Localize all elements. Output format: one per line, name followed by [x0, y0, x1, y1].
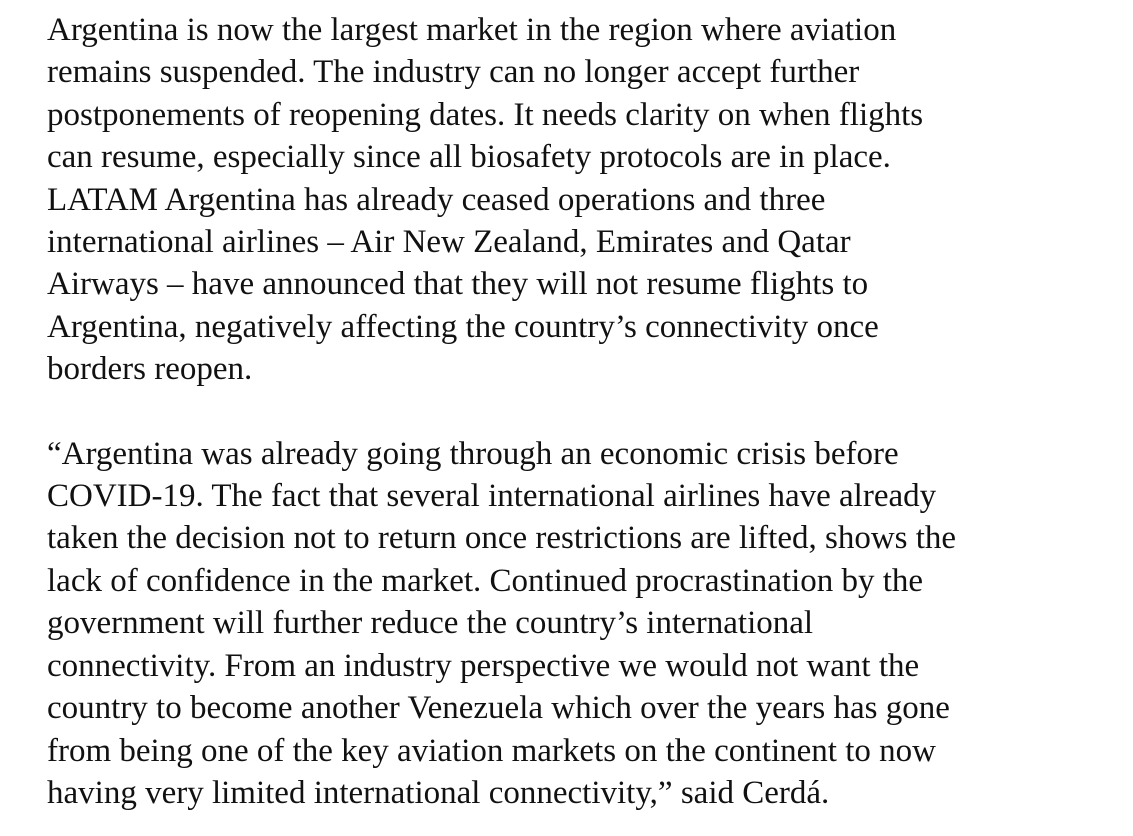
paragraph-cerda-quote: “Argentina was already going through an …	[47, 433, 1107, 815]
text-line: LATAM Argentina has already ceased opera…	[47, 181, 826, 218]
text-line: Argentina, negatively affecting the coun…	[47, 308, 879, 345]
text-line: Airways – have announced that they will …	[47, 266, 869, 303]
text-line: remains suspended. The industry can no l…	[47, 54, 860, 91]
text-line: can resume, especially since all biosafe…	[47, 139, 891, 176]
text-line: connectivity. From an industry perspecti…	[47, 647, 920, 684]
text-line: COVID-19. The fact that several internat…	[47, 478, 937, 515]
text-line: government will further reduce the count…	[47, 605, 814, 642]
text-line: taken the decision not to return once re…	[47, 520, 957, 557]
text-line: lack of confidence in the market. Contin…	[47, 562, 924, 599]
text-line: international airlines – Air New Zealand…	[47, 224, 851, 261]
text-line: “Argentina was already going through an …	[47, 435, 899, 472]
text-line: country to become another Venezuela whic…	[47, 690, 950, 727]
text-line: Argentina is now the largest market in t…	[47, 12, 897, 48]
text-line: having very limited international connec…	[47, 774, 830, 811]
text-line: postponements of reopening dates. It nee…	[47, 96, 924, 133]
text-line: borders reopen.	[47, 351, 253, 388]
paragraph-argentina-market: Argentina is now the largest market in t…	[47, 9, 1107, 391]
text-line: from being one of the key aviation marke…	[47, 732, 936, 769]
document-body: Argentina is now the largest market in t…	[47, 9, 1107, 814]
